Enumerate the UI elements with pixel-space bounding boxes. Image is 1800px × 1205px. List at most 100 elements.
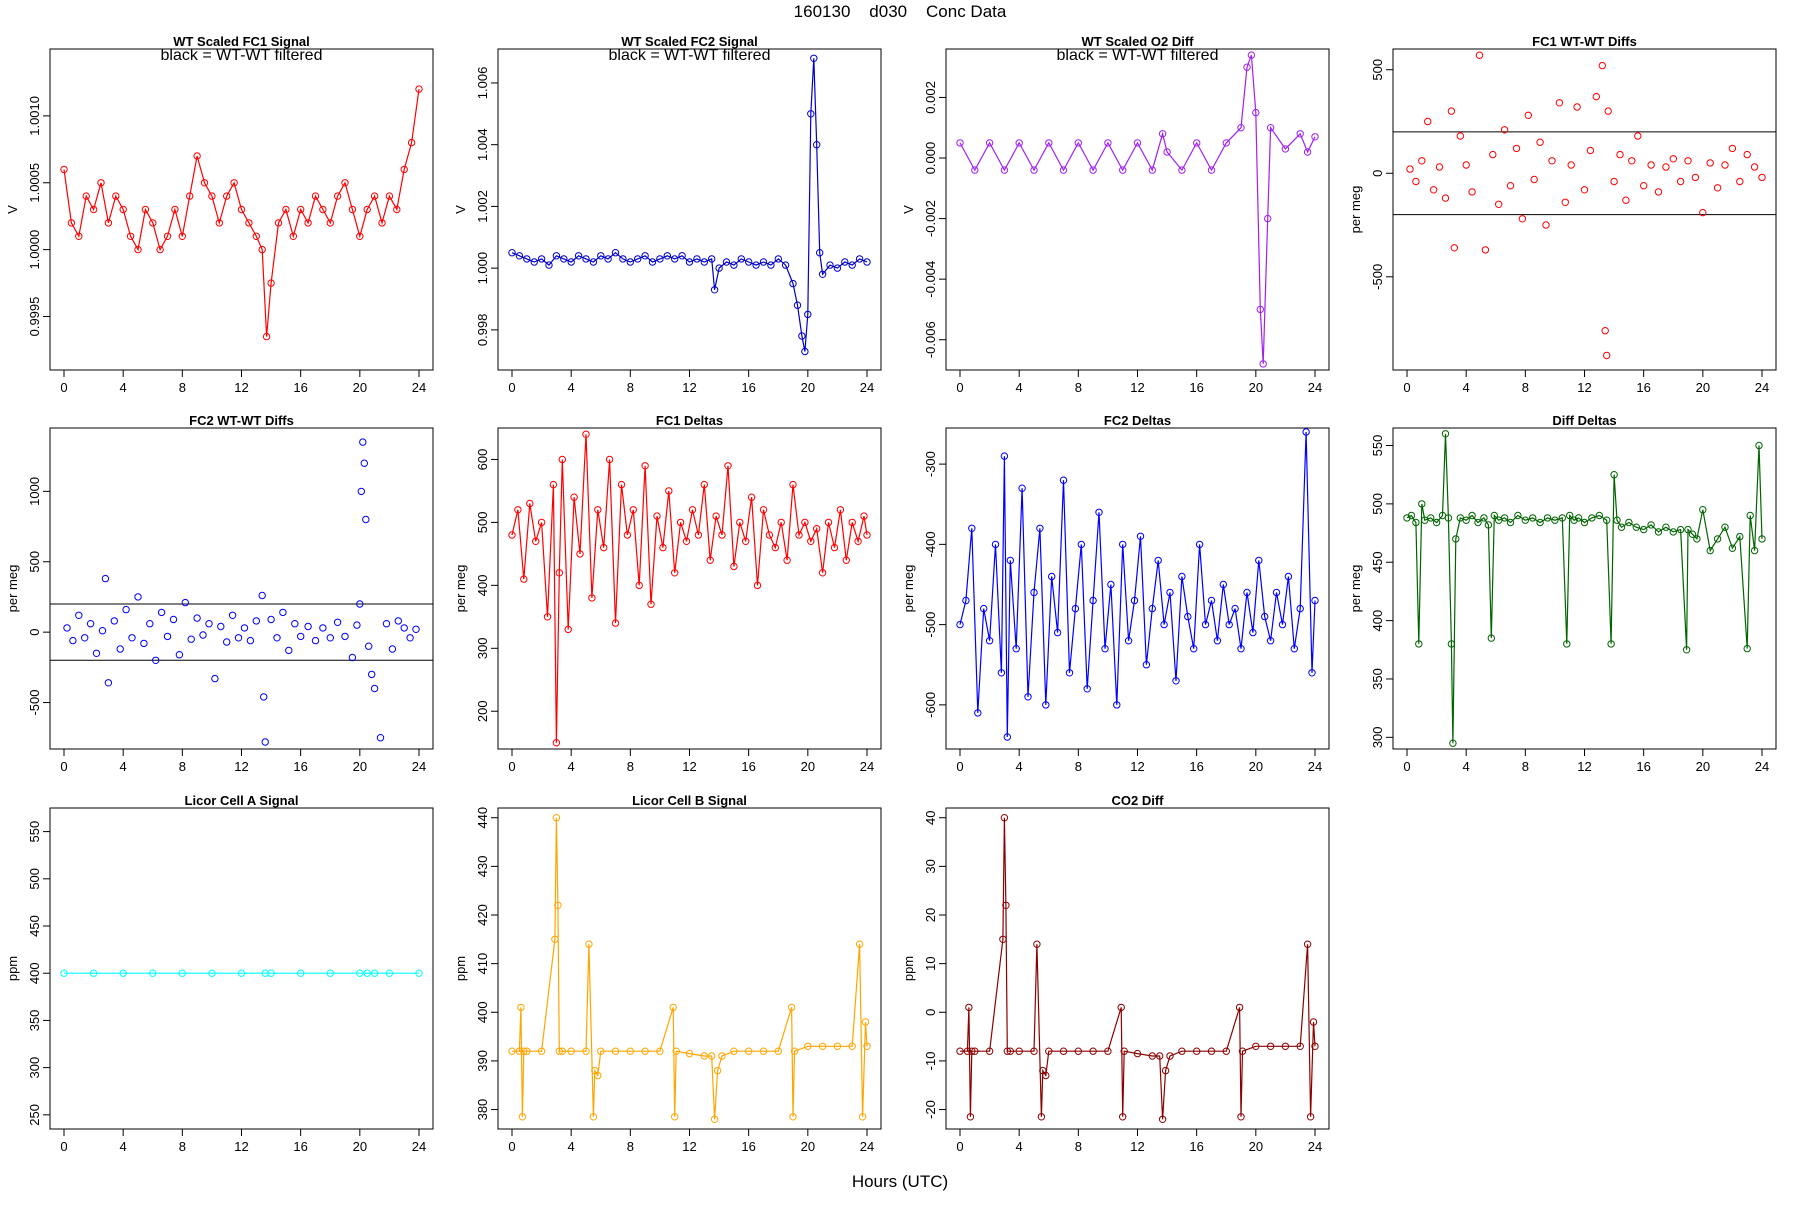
y-tick-label: 400 [1370,610,1385,632]
y-axis-label: per meg [453,565,468,613]
y-tick-label: 300 [27,1057,42,1079]
data-point [1311,596,1319,605]
data-point [1563,640,1571,648]
x-tick-label: 24 [860,1139,874,1154]
data-point [567,1047,575,1055]
data-point [1441,194,1450,202]
data-point [520,1047,528,1055]
data-point [1120,1047,1128,1055]
data-point [393,205,401,214]
x-tick-label: 12 [234,1139,248,1154]
data-point [1529,514,1537,522]
data-point [156,245,164,254]
data-point [246,636,255,645]
data-point [1089,166,1097,174]
data-point [863,258,871,266]
data-point [1231,604,1239,613]
data-point [171,205,179,214]
data-point [141,205,150,214]
data-point [1095,508,1103,516]
data-point [260,693,268,701]
data-point [211,674,219,683]
data-point [357,487,365,496]
data-point [1758,173,1766,182]
data-point [676,518,685,527]
series-line [511,58,868,352]
data-point [1302,428,1310,436]
data-point [1012,645,1020,653]
data-point [956,1047,964,1055]
data-point [841,258,849,266]
data-point [1403,514,1411,522]
x-tick-label: 8 [179,1139,186,1154]
data-point [291,620,299,628]
data-point [1489,150,1497,159]
data-point [237,205,246,214]
data-point [1207,166,1216,174]
data-point [1290,645,1299,653]
data-point [126,232,135,241]
data-point [848,261,856,269]
data-point [217,622,225,631]
x-tick-label: 4 [1463,759,1470,774]
data-point [759,506,768,514]
data-point [818,569,827,577]
data-point [1195,540,1204,549]
x-tick-label: 24 [1308,380,1322,395]
data-point [600,543,608,552]
data-point [777,518,785,527]
data-point [747,493,756,501]
data-point [1688,530,1697,538]
x-tick-label: 0 [60,759,67,774]
data-point [700,480,708,489]
data-point [199,631,207,639]
data-point [1303,940,1312,948]
data-point [863,1042,871,1051]
data-point [1184,612,1192,621]
data-point [1018,484,1026,492]
data-point [1281,145,1290,153]
data-point [267,969,275,977]
x-tick-label: 20 [801,1139,815,1154]
data-point [370,684,379,693]
data-point [1743,150,1751,159]
x-tick-label: 16 [293,759,307,774]
data-point [1237,1113,1245,1121]
data-point [356,600,364,608]
data-point [514,506,522,514]
data-point [1296,604,1304,613]
data-point [611,619,620,627]
data-point [200,179,209,187]
data-point [1573,103,1581,111]
data-point [388,645,397,653]
data-point [1278,620,1287,629]
data-point [1193,1047,1201,1055]
y-tick-label: 380 [475,1099,490,1121]
data-point [1662,523,1670,531]
data-point [1154,556,1162,565]
x-tick-label: 16 [293,380,307,395]
y-tick-label: 450 [27,915,42,937]
data-point [1000,814,1009,822]
data-point [112,192,120,200]
data-point [1252,108,1260,117]
x-tick-label: 24 [860,759,874,774]
data-point [356,232,364,241]
y-tick-label: 0.002 [923,81,938,114]
x-tick-label: 20 [1249,1139,1263,1154]
x-tick-label: 8 [1075,380,1082,395]
plot-frame [49,807,434,1130]
data-point [157,608,166,617]
data-point [1495,200,1503,209]
data-point [1603,516,1611,524]
x-tick-label: 20 [1696,759,1710,774]
x-tick-label: 12 [234,759,248,774]
data-point [604,255,612,263]
data-point [163,232,172,241]
data-point [1158,1115,1167,1124]
data-point [1148,604,1157,613]
data-point [1412,177,1420,186]
x-tick-label: 20 [801,759,815,774]
data-point [1574,514,1583,522]
chart-panel-9: Licor Cell B Signal 0 4 8 12 16 20 24 380 390 400 4… [453,793,882,1154]
